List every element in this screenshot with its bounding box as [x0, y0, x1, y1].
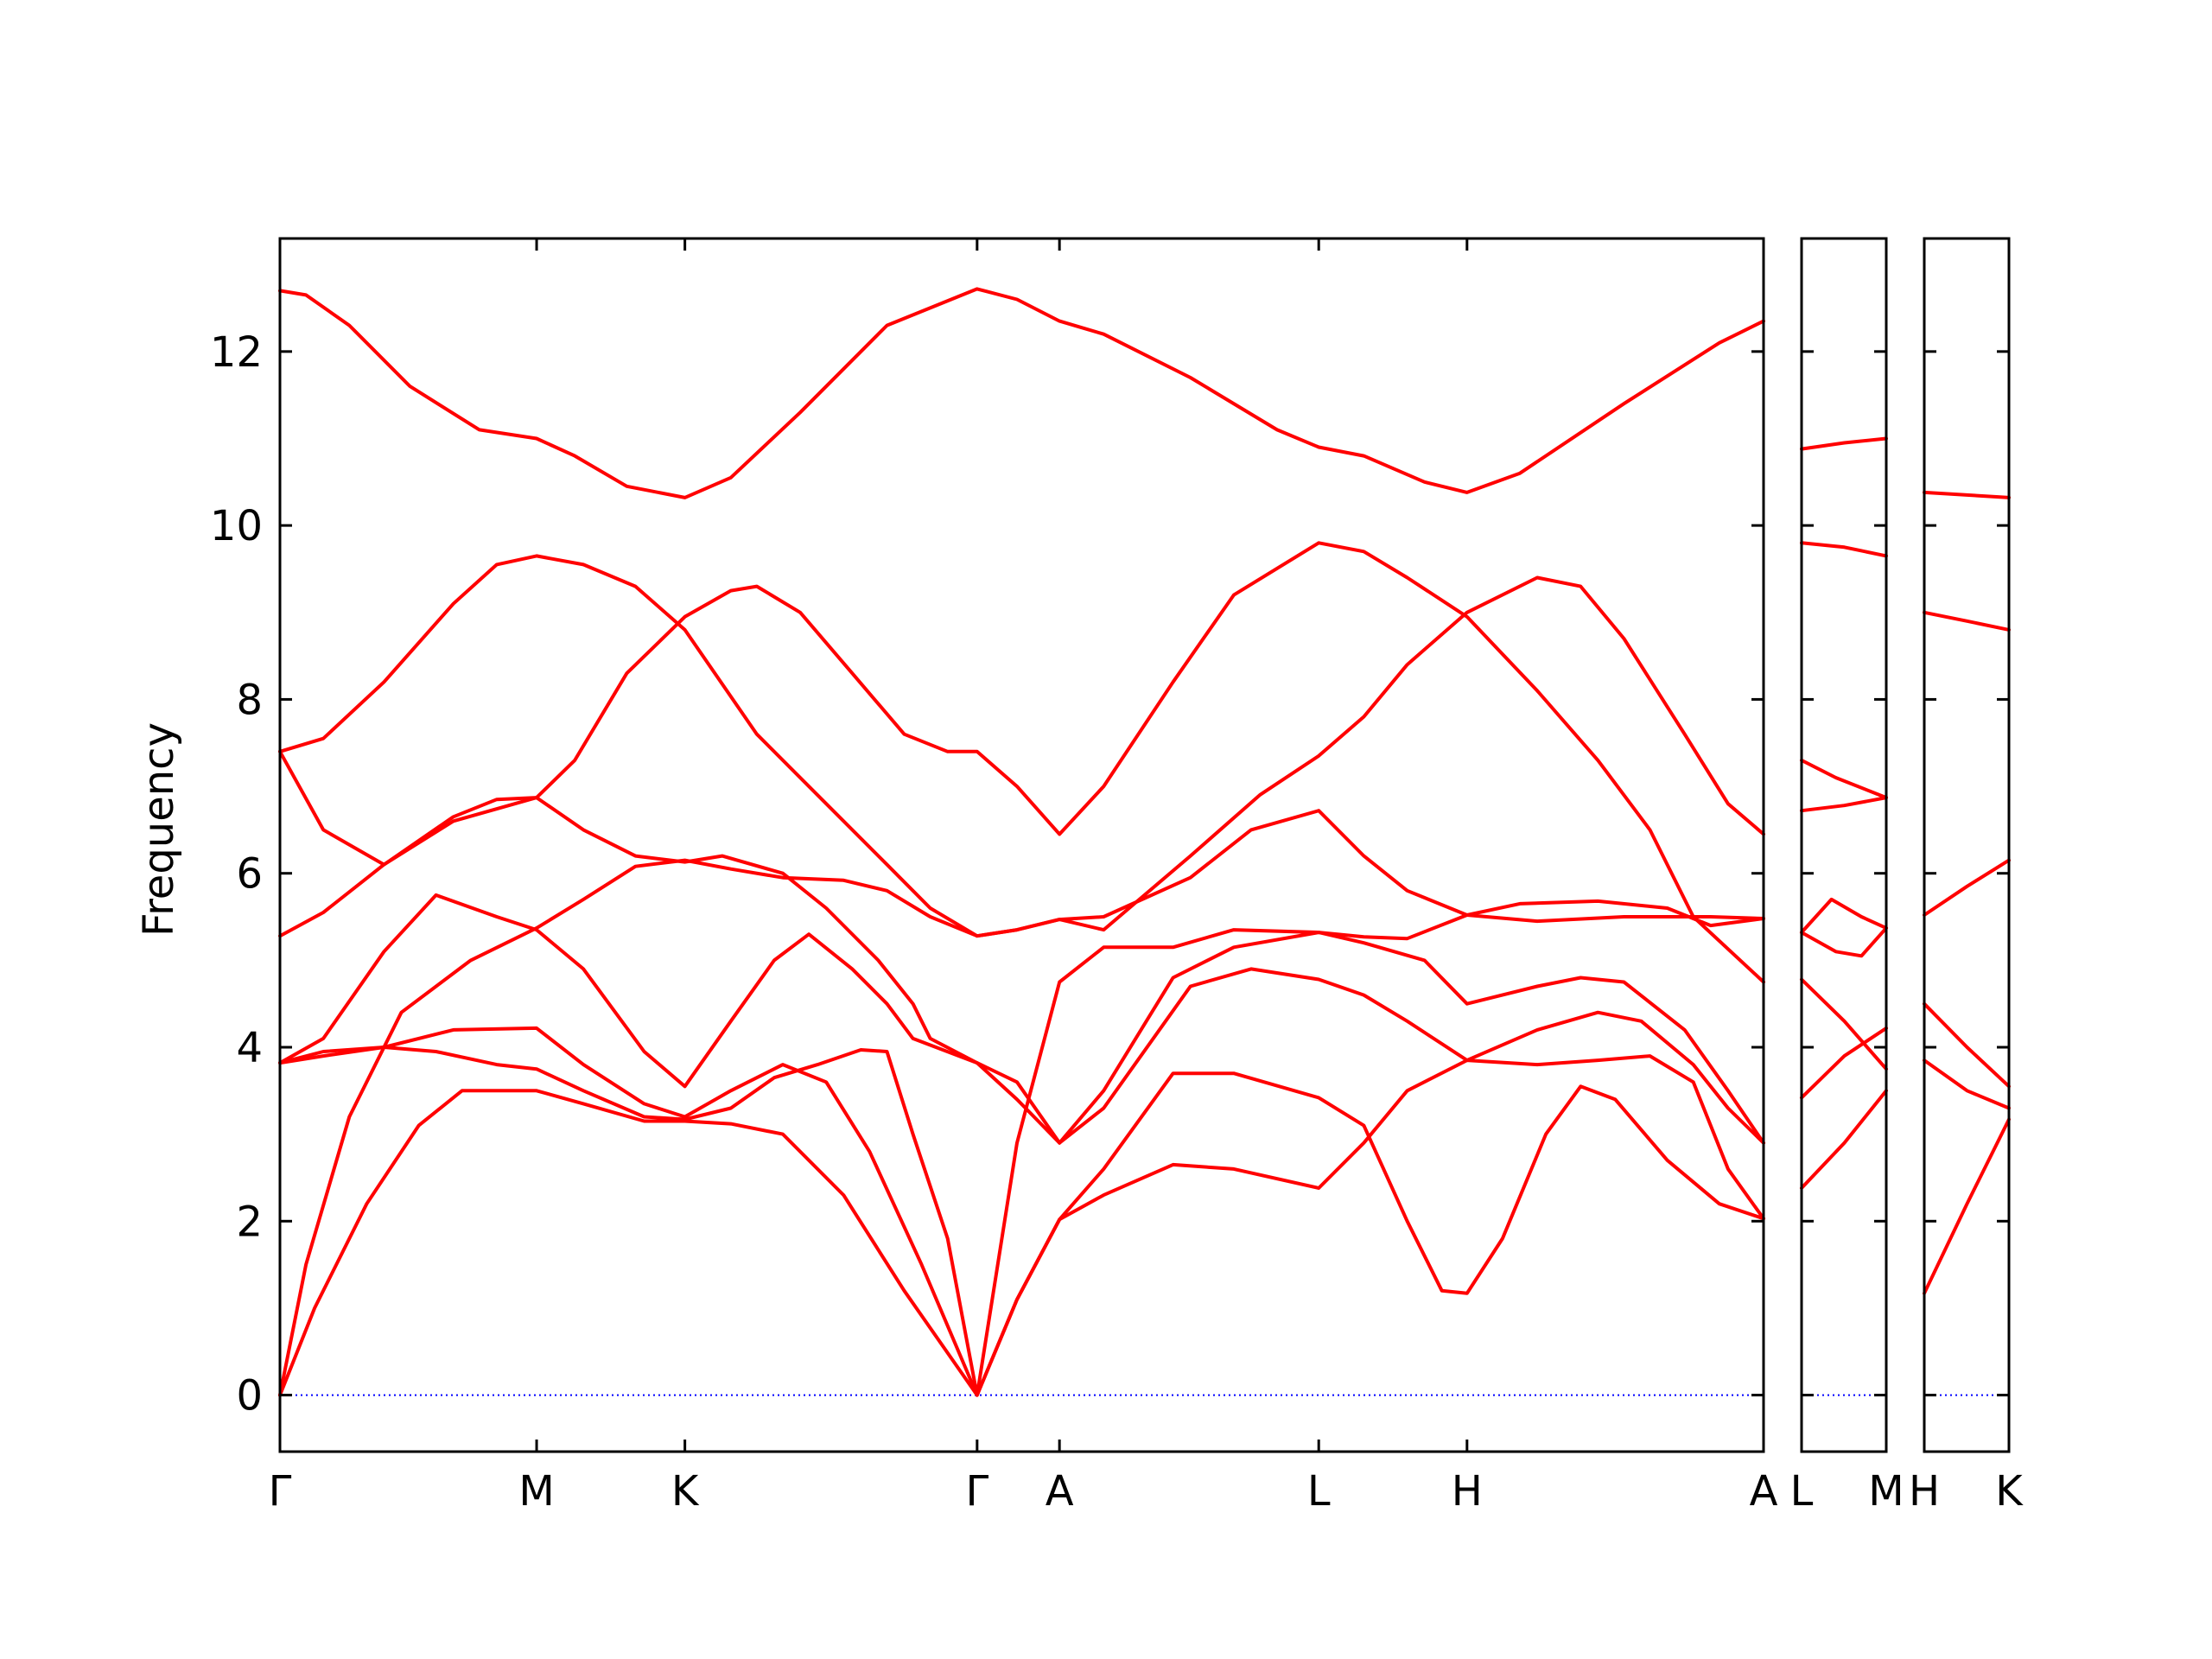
x-tick-label: A: [1046, 1467, 1074, 1516]
x-tick-label: K: [671, 1467, 700, 1516]
x-tick-label: Γ: [269, 1467, 292, 1516]
band-line: [1923, 1058, 2011, 1110]
y-tick-label: 2: [236, 1198, 263, 1246]
band-line: [278, 575, 1765, 1397]
band-line: [1800, 1026, 1888, 1100]
band-lines: [278, 287, 2011, 1397]
panel-frame: [278, 237, 1765, 1453]
band-line: [1800, 436, 1888, 451]
y-tick-label: 12: [210, 328, 263, 377]
y-axis-title: Frequency: [135, 722, 183, 937]
band-line: [278, 899, 1765, 1397]
y-tick-label: 6: [236, 850, 263, 899]
band-line: [1923, 858, 2011, 917]
band-line: [1800, 758, 1888, 800]
y-tick-label: 4: [236, 1024, 263, 1072]
x-tick-label: H: [1452, 1467, 1483, 1516]
x-tick-label: L: [1307, 1467, 1331, 1516]
panel-frame: [1800, 237, 1888, 1453]
band-line: [278, 1071, 1765, 1397]
band-line: [1800, 1089, 1888, 1190]
x-tick-label: K: [1995, 1467, 2024, 1516]
x-tick-label: A: [1750, 1467, 1778, 1516]
x-tick-label: L: [1790, 1467, 1814, 1516]
band-line: [1800, 897, 1888, 935]
band-line: [1800, 926, 1888, 958]
band-line: [1923, 490, 2011, 499]
x-tick-label: Γ: [965, 1467, 988, 1516]
band-line: [278, 1026, 1765, 1397]
x-tick-label: H: [1909, 1467, 1940, 1516]
x-tick-label: M: [1868, 1467, 1904, 1516]
band-line: [1923, 1117, 2011, 1295]
band-line: [278, 554, 1765, 938]
y-tick-label: 8: [236, 676, 263, 724]
band-line: [1800, 977, 1888, 1071]
band-line: [1923, 610, 2011, 632]
panel-frames: [278, 237, 2011, 1453]
band-line: [1923, 1001, 2011, 1089]
y-tick-label: 0: [236, 1372, 263, 1421]
band-line: [278, 541, 1765, 984]
panel-frame: [1923, 237, 2011, 1453]
band-line: [1800, 541, 1888, 558]
y-tick-label: 10: [210, 502, 263, 550]
band-line: [1800, 796, 1888, 813]
band-line: [278, 287, 1765, 499]
axis-ticks: [280, 238, 2009, 1452]
x-tick-label: M: [518, 1467, 554, 1516]
